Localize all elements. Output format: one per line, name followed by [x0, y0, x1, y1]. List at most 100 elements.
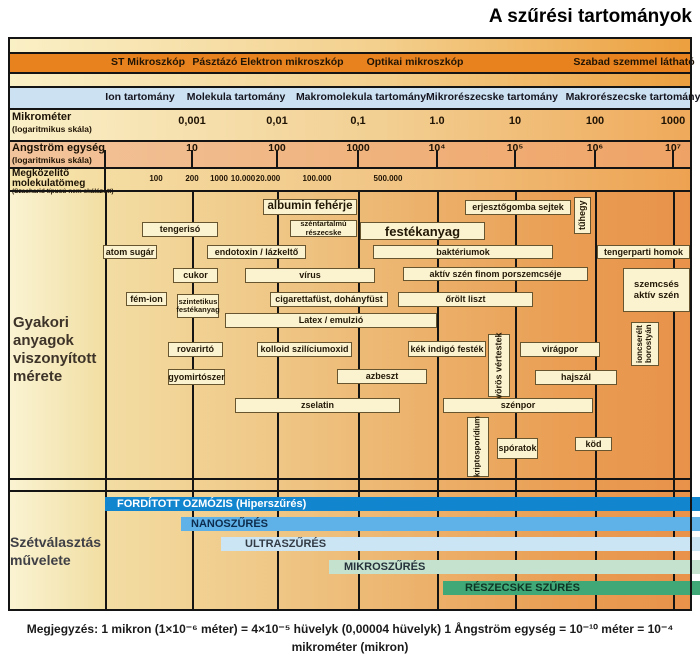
molweight-value: 20.000	[255, 174, 281, 183]
micrometer-value: 100	[585, 115, 605, 127]
angstrom-value: 10⁶	[586, 142, 604, 154]
row-divider	[8, 108, 692, 110]
micrometer-scale-row	[8, 108, 692, 140]
substance-box-indigo-dye: kék indigó festék	[408, 341, 486, 357]
row-divider	[8, 490, 692, 492]
micrometer-value: 1.0	[429, 115, 445, 127]
molweight-value: 10.000	[230, 174, 256, 183]
substance-box-albumin: albumin fehérje	[263, 199, 357, 215]
molweight-value: 1000	[210, 174, 228, 183]
angstrom-scale-row	[8, 140, 692, 167]
molweight-title-line1: Megközelítő	[12, 168, 70, 179]
separation-section-label-line: művelete	[10, 552, 71, 568]
molweight-value: 100	[149, 174, 163, 183]
footnote-line1: Megjegyzés: 1 mikron (1×10⁻⁶ méter) = 4×…	[26, 622, 674, 636]
angstrom-value: 100	[268, 142, 286, 154]
substance-box-herbicide: gyomirtószer	[168, 369, 225, 385]
separation-section-label-line: Szétválasztás	[10, 534, 102, 550]
substance-box-sugar: cukor	[173, 268, 218, 283]
main-section-label-line: anyagok	[13, 332, 74, 349]
microscope-label-naked-eye: Szabad szemmel látható	[573, 56, 695, 68]
range-band	[8, 86, 692, 108]
substance-box-spores: spóratok	[497, 438, 538, 459]
table-border-left	[8, 37, 10, 611]
substance-box-beach-sand: tengerparti homok	[597, 245, 690, 259]
main-section-label: Gyakori anyagok viszonyított mérete	[13, 314, 96, 386]
microscope-label-st: ST Mikroszkóp	[110, 56, 186, 68]
bar-microfiltration: MIKROSZŰRÉS	[329, 560, 700, 574]
scale-tick	[104, 150, 106, 190]
gridline	[673, 190, 675, 611]
row-divider	[8, 72, 692, 74]
substance-box-gelatin: zselatin	[235, 398, 400, 413]
gradient-strip-top	[8, 37, 692, 52]
gridline	[437, 190, 439, 611]
micrometer-scale-subtitle: (logaritmikus skála)	[12, 124, 92, 134]
bar-reverse-osmosis: FORDÍTOTT OZMÓZIS (Hiperszűrés)	[105, 497, 700, 511]
substance-box-asbestos: azbeszt	[337, 369, 427, 384]
substance-box-ground-flour: őrölt liszt	[398, 292, 533, 307]
substance-box-dye: festékanyag	[360, 222, 485, 240]
angstrom-scale-title: Angström egység	[12, 142, 105, 154]
scale-tick	[276, 150, 278, 167]
micrometer-value: 0,001	[178, 115, 206, 127]
substance-box-insecticide: rovarirtó	[168, 342, 223, 357]
angstrom-scale-subtitle: (logaritmikus skála)	[12, 155, 92, 165]
micrometer-scale-title: Mikrométer	[12, 111, 72, 123]
gridline	[595, 190, 597, 611]
bar-nanofiltration: NANOSZŰRÉS	[181, 517, 700, 531]
substance-box-hair: hajszál	[535, 370, 617, 385]
row-divider	[8, 140, 692, 142]
substance-box-endotoxin: endotoxin / lázkeltő	[207, 245, 306, 259]
substance-box-metal-ion: fém-ion	[126, 292, 167, 306]
molweight-value: 500.000	[373, 174, 403, 183]
molweight-value: 100.000	[302, 174, 332, 183]
microscope-label-optical: Optikai mikroszkóp	[366, 56, 464, 68]
scale-tick	[357, 150, 359, 167]
substance-box-carbon-particle: széntartalmú részecske	[290, 219, 357, 237]
angstrom-value: 10	[186, 142, 198, 154]
range-label-microparticle: Mikrorészecske tartomány	[426, 91, 558, 103]
microscope-band	[8, 52, 692, 72]
row-header-column	[10, 190, 105, 609]
substance-box-coal-dust: szénpor	[443, 398, 593, 413]
substance-box-cryptosporidium: kriptosporídium	[467, 417, 489, 477]
microscope-label-sem: Pásztázó Elektron mikroszkóp	[192, 56, 344, 68]
substance-box-granular-activated-carbon: szemcsés aktív szén	[623, 268, 690, 312]
substance-box-sea-salt: tengerisó	[142, 222, 218, 237]
gradient-strip-mid	[8, 72, 692, 86]
angstrom-value: 10⁷	[664, 142, 682, 154]
substance-box-fog: köd	[575, 437, 612, 451]
molweight-value: 200	[185, 174, 199, 183]
main-section-label-line: mérete	[13, 368, 63, 385]
substance-box-red-blood-cells: vörös vértestek	[488, 332, 510, 399]
row-divider	[8, 86, 692, 88]
table-border-bottom	[8, 609, 692, 611]
molweight-title-line2: molekulatömeg	[12, 178, 86, 189]
substance-box-activated-carbon-dust: aktív szén finom porszemcséje	[403, 267, 588, 281]
scale-tick	[436, 150, 438, 167]
substance-box-pollen: virágpor	[520, 342, 600, 357]
row-divider	[8, 167, 692, 169]
range-label-molecule: Molekula tartomány	[186, 91, 286, 103]
row-divider	[8, 52, 692, 54]
table-border-top	[8, 37, 692, 39]
main-section-label-line: viszonyított	[13, 350, 97, 367]
molecular-weight-row	[8, 167, 692, 190]
substance-box-synthetic-dye: szintetikus festékanyag	[176, 294, 220, 318]
substance-box-atom-radius: atom sugár	[103, 245, 157, 259]
scale-tick	[514, 150, 516, 167]
main-section-label-line: Gyakori	[13, 314, 69, 331]
angstrom-value: 10⁴	[428, 142, 446, 154]
micrometer-value: 0,1	[350, 115, 366, 127]
substance-box-bacteria: baktériumok	[373, 245, 553, 259]
substance-box-yeast-cells: erjesztőgomba sejtek	[465, 200, 571, 215]
angstrom-value: 1000	[346, 142, 370, 154]
substance-box-cigarette-smoke: cigarettafüst, dohányfüst	[270, 292, 388, 307]
micrometer-value: 10	[508, 115, 522, 127]
page-title: A szűrési tartományok	[488, 6, 692, 27]
substance-box-ion-exchange-resin: ioncserélt borostyán	[631, 322, 659, 366]
footnote-line2: mikrométer (mikron)	[291, 640, 409, 654]
bar-particle-filtration: RÉSZECSKE SZŰRÉS	[443, 581, 700, 595]
